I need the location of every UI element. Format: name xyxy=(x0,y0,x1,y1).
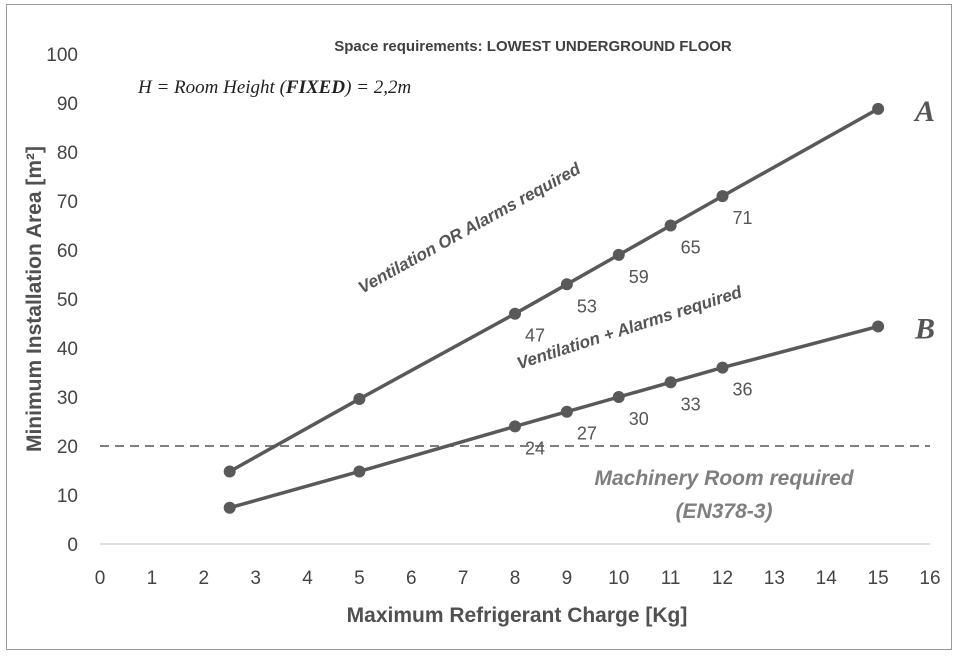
axes-layer: 0 1 2 3 4 5 6 7 8 9 10 11 12 13 14 15 160102030405060708… xyxy=(46,45,940,589)
data-point xyxy=(665,376,677,388)
series-layer xyxy=(224,103,884,514)
x-tick-label: 16 xyxy=(919,568,940,589)
data-point xyxy=(872,103,884,115)
data-point xyxy=(561,406,573,418)
chart-title: Space requirements: LOWEST UNDERGROUND F… xyxy=(334,38,732,55)
x-tick-label: 11 xyxy=(661,568,681,589)
y-tick-label: 80 xyxy=(57,143,78,164)
data-point xyxy=(717,362,729,374)
y-tick-label: 30 xyxy=(57,388,78,409)
y-tick-label: 60 xyxy=(57,241,78,262)
data-point xyxy=(353,465,365,477)
y-axis-title: Minimum Installation Area [m²] xyxy=(23,146,46,452)
data-point xyxy=(509,420,521,432)
data-label: 33 xyxy=(681,394,701,414)
data-label: 24 xyxy=(525,438,545,458)
data-label: 59 xyxy=(629,267,649,287)
data-label: 47 xyxy=(525,326,545,346)
y-tick-label: 50 xyxy=(57,290,78,311)
data-label: 53 xyxy=(577,296,597,316)
data-point xyxy=(717,190,729,202)
region-label-upper: Ventilation OR Alarms required xyxy=(355,159,584,298)
x-tick-label: 5 xyxy=(354,568,365,589)
data-label: 36 xyxy=(733,380,753,400)
data-point xyxy=(613,391,625,403)
x-tick-label: 3 xyxy=(250,568,261,589)
x-tick-label: 1 xyxy=(147,568,158,589)
data-label: 30 xyxy=(629,409,649,429)
data-label: 27 xyxy=(577,424,597,444)
data-point xyxy=(509,308,521,320)
y-tick-label: 20 xyxy=(57,437,78,458)
y-tick-label: 0 xyxy=(67,535,78,556)
x-axis-title: Maximum Refrigerant Charge [Kg] xyxy=(347,604,688,627)
x-tick-label: 10 xyxy=(608,568,629,589)
labels-layer: 47 53 59 65 71 A 24 27 30 33 36 B xyxy=(525,95,935,459)
x-tick-label: 13 xyxy=(764,568,785,589)
data-point xyxy=(224,465,236,477)
formula-bold: FIXED xyxy=(285,77,345,98)
formula-prefix: H = Room Height ( xyxy=(137,77,288,98)
y-tick-label: 10 xyxy=(57,486,78,507)
data-point xyxy=(613,249,625,261)
x-tick-label: 7 xyxy=(458,568,469,589)
formula-suffix: ) = 2,2m xyxy=(344,77,411,98)
x-tick-label: 12 xyxy=(712,568,733,589)
y-tick-label: 70 xyxy=(57,192,78,213)
x-tick-label: 4 xyxy=(302,568,313,589)
x-tick-label: 6 xyxy=(406,568,417,589)
y-tick-label: 40 xyxy=(57,339,78,360)
data-point xyxy=(224,502,236,514)
data-label: 71 xyxy=(733,208,753,228)
machinery-label-line1: Machinery Room required xyxy=(594,467,854,490)
series-name-label: B xyxy=(914,312,935,345)
data-label: 65 xyxy=(681,238,701,258)
series-name-label: A xyxy=(913,95,935,128)
x-tick-label: 2 xyxy=(198,568,209,589)
x-tick-label: 9 xyxy=(562,568,573,589)
data-point xyxy=(561,278,573,290)
y-tick-label: 100 xyxy=(46,45,78,66)
machinery-label-line2: (EN378-3) xyxy=(676,500,773,523)
formula-annotation: H = Room Height (FIXED) = 2,2m xyxy=(137,77,411,98)
x-tick-label: 15 xyxy=(868,568,889,589)
x-tick-label: 0 xyxy=(95,568,106,589)
data-point xyxy=(353,393,365,405)
x-tick-label: 14 xyxy=(816,568,838,589)
data-point xyxy=(872,320,884,332)
x-tick-label: 8 xyxy=(510,568,521,589)
data-point xyxy=(665,220,677,232)
y-tick-label: 90 xyxy=(57,94,78,115)
